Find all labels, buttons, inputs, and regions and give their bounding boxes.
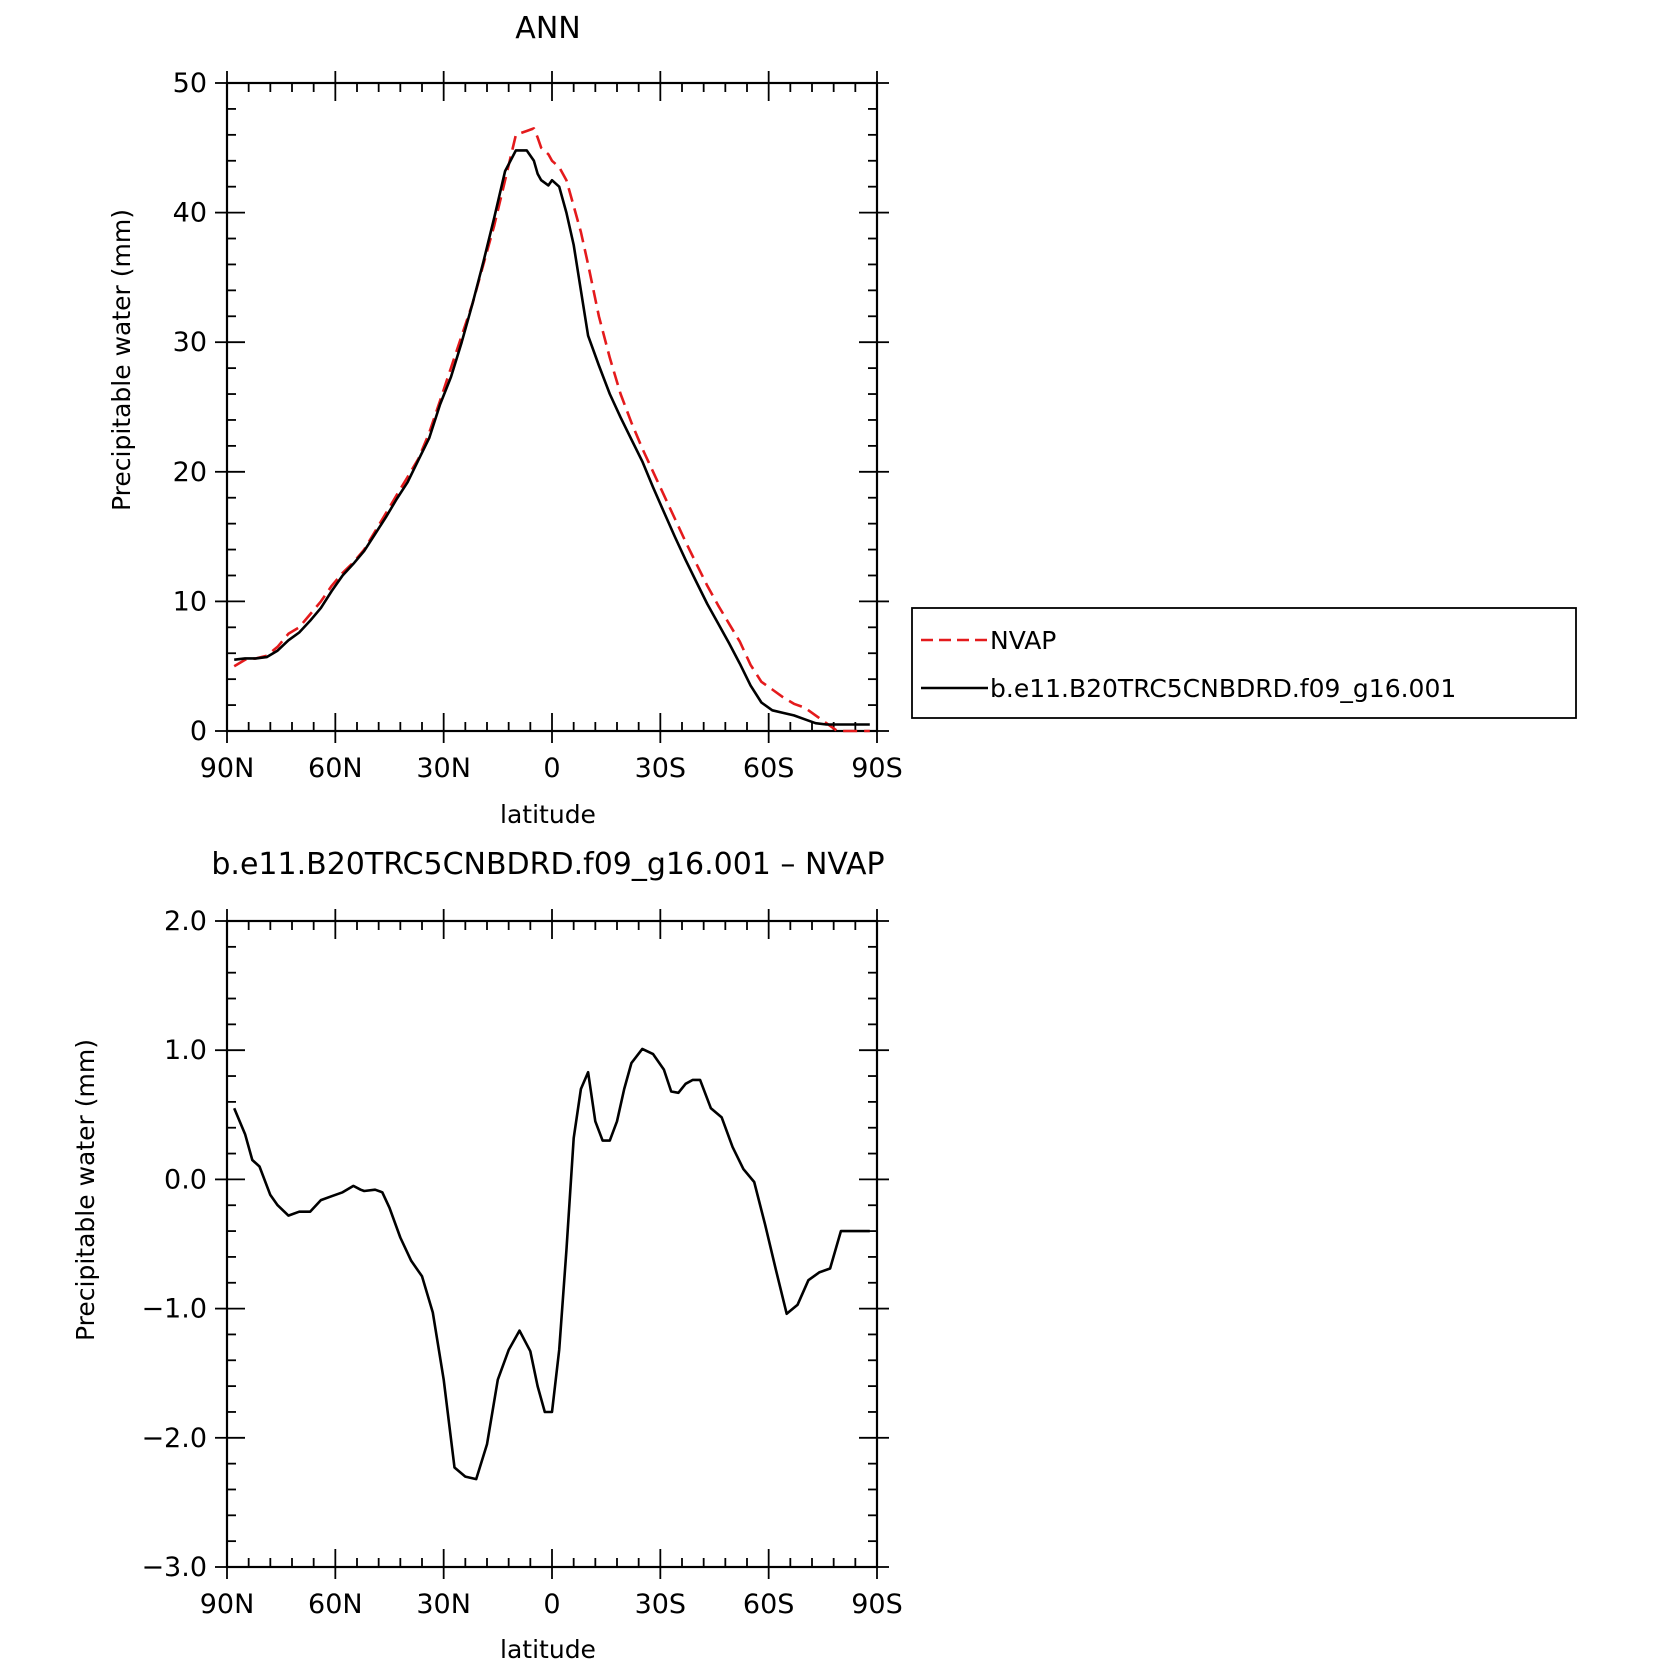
bottom-y-tick-label: 1.0 [164, 1035, 207, 1066]
top-y-tick-label: 40 [173, 198, 207, 229]
top-x-tick-label: 0 [543, 753, 560, 784]
top-series-line-0 [233, 127, 870, 733]
legend: NVAP b.e11.B20TRC5CNBDRD.f09_g16.001 [911, 607, 1577, 719]
bottom-x-tick-label: 30N [416, 1589, 471, 1620]
top-panel: ANN Precipitable water (mm) latitude 90N… [107, 11, 903, 829]
bottom-x-tick-label: 60N [308, 1589, 363, 1620]
top-x-tick-label: 30N [416, 753, 471, 784]
bottom-x-tick-label: 90N [200, 1589, 255, 1620]
bottom-plot-frame [225, 919, 879, 1569]
top-x-tick-label: 30S [635, 753, 687, 784]
top-y-tick-label: 20 [173, 457, 207, 488]
bottom-y-tick-label: −2.0 [141, 1423, 207, 1454]
top-y-tick-label: 50 [173, 68, 207, 99]
legend-label-model: b.e11.B20TRC5CNBDRD.f09_g16.001 [990, 674, 1456, 703]
legend-label-nvap: NVAP [990, 626, 1056, 655]
top-y-axis-label: Precipitable water (mm) [107, 209, 136, 511]
bottom-series-line-0 [233, 1047, 870, 1481]
bottom-x-tick-label: 0 [543, 1589, 560, 1620]
bottom-panel: b.e11.B20TRC5CNBDRD.f09_g16.001 – NVAP P… [71, 847, 903, 1664]
top-y-tick-label: 0 [190, 716, 207, 747]
bottom-x-tick-label: 90S [851, 1589, 903, 1620]
top-x-tick-label: 60N [308, 753, 363, 784]
top-x-tick-label: 60S [743, 753, 795, 784]
bottom-chart-title: b.e11.B20TRC5CNBDRD.f09_g16.001 – NVAP [211, 847, 884, 882]
bottom-x-tick-label: 60S [743, 1589, 795, 1620]
top-chart-title: ANN [515, 11, 580, 46]
bottom-y-tick-label: 0.0 [164, 1164, 207, 1195]
top-x-tick-label: 90S [851, 753, 903, 784]
top-x-axis-label: latitude [500, 800, 596, 829]
bottom-y-axis-label: Precipitable water (mm) [71, 1039, 100, 1341]
top-y-tick-label: 10 [173, 586, 207, 617]
legend-box [911, 607, 1577, 719]
bottom-x-axis-label: latitude [500, 1635, 596, 1664]
bottom-y-tick-label: −3.0 [141, 1552, 207, 1583]
top-x-tick-label: 90N [200, 753, 255, 784]
bottom-y-tick-label: 2.0 [164, 906, 207, 937]
bottom-y-tick-label: −1.0 [141, 1294, 207, 1325]
bottom-x-tick-label: 30S [635, 1589, 687, 1620]
top-y-tick-label: 30 [173, 327, 207, 358]
top-series-line-1 [234, 149, 870, 726]
